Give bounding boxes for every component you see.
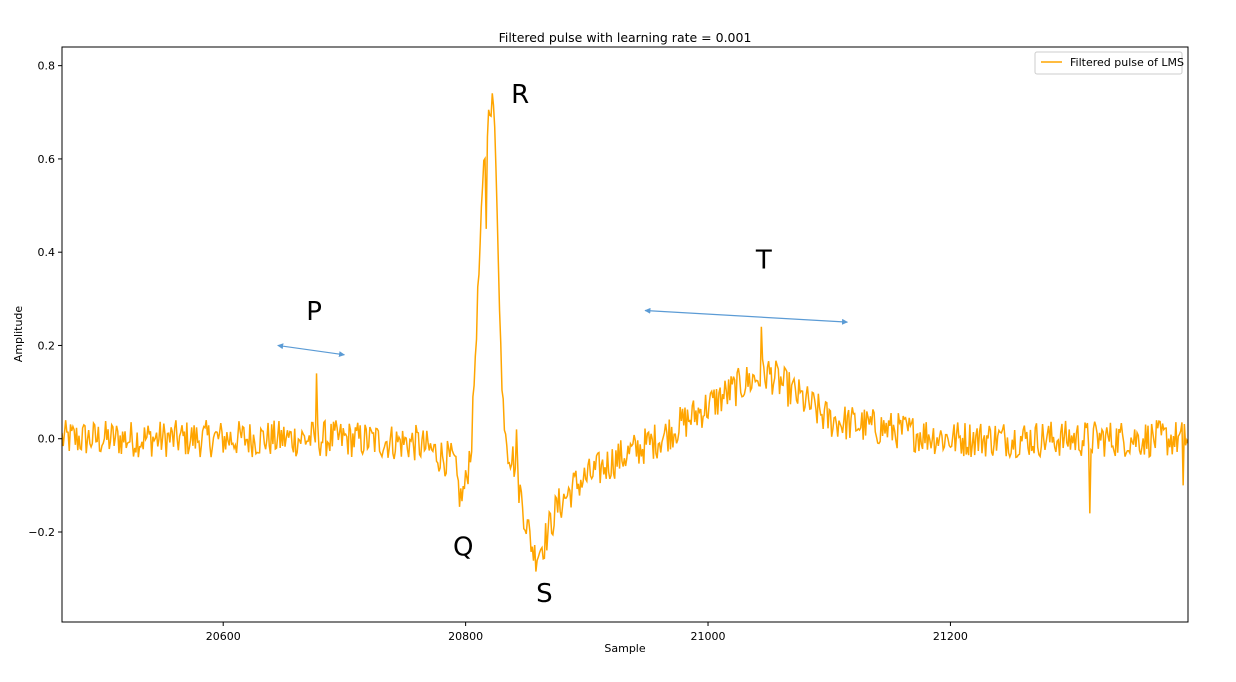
wave-label-s: S xyxy=(536,579,553,609)
plot-area xyxy=(61,46,1189,623)
y-tick-label: 0.2 xyxy=(38,339,56,352)
wave-label-q: Q xyxy=(453,532,473,562)
x-tick-label: 21200 xyxy=(933,630,968,643)
plot-frame xyxy=(61,46,1189,623)
x-axis: 20600 20800 21000 21200 xyxy=(206,622,968,643)
y-tick-label: −0.2 xyxy=(28,526,55,539)
y-axis: −0.2 0.0 0.2 0.4 0.6 0.8 xyxy=(28,60,62,539)
y-axis-label: Amplitude xyxy=(12,306,25,363)
double-arrow-t xyxy=(644,307,849,325)
y-tick-label: 0.8 xyxy=(38,60,56,73)
y-tick-label: 0.6 xyxy=(38,153,56,166)
wave-label-t: T xyxy=(755,246,772,276)
legend-box xyxy=(1034,51,1183,75)
x-tick-label: 20600 xyxy=(206,630,241,643)
y-tick-label: 0.0 xyxy=(38,433,56,446)
y-tick-label: 0.4 xyxy=(38,246,56,259)
chart-title: Filtered pulse with learning rate = 0.00… xyxy=(499,30,752,45)
series-line-filtered-pulse xyxy=(62,93,1188,572)
x-axis-label: Sample xyxy=(604,642,645,655)
wave-label-p: P xyxy=(306,297,322,327)
x-tick-label: 21000 xyxy=(691,630,726,643)
double-arrow-p xyxy=(277,343,346,358)
wave-label-r: R xyxy=(511,80,529,110)
x-tick-label: 20800 xyxy=(448,630,483,643)
legend: Filtered pulse of LMS xyxy=(1034,51,1184,75)
legend-label: Filtered pulse of LMS xyxy=(1070,56,1184,69)
annotations: P R Q S T xyxy=(277,80,849,609)
